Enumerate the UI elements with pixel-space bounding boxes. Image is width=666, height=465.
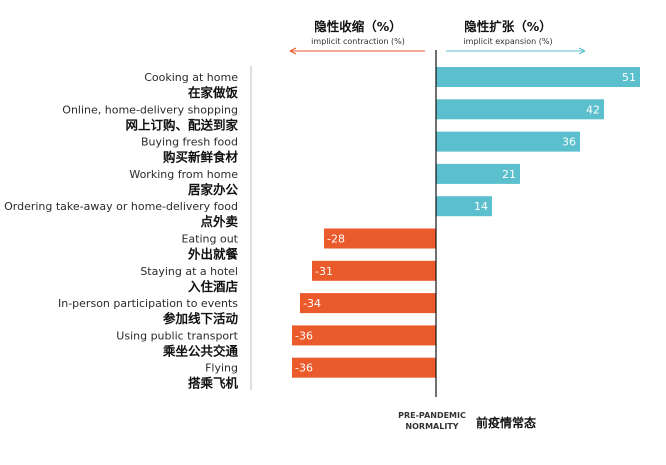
category-label-en-4: Working from home <box>129 168 238 181</box>
category-label-en-1: Cooking at home <box>144 71 238 84</box>
bar-3 <box>436 131 580 152</box>
category-label-zh-4: 居家办公 <box>188 182 239 197</box>
right-header-zh: 隐性扩张（%） <box>464 19 552 34</box>
bar-2 <box>436 99 604 120</box>
bar-9 <box>292 325 436 346</box>
category-label-zh-2: 网上订购、配送到家 <box>125 117 238 132</box>
bar-value-label-4: 21 <box>502 168 516 181</box>
bar-value-label-2: 42 <box>586 103 600 116</box>
category-label-en-6: Eating out <box>181 233 238 246</box>
bar-10 <box>292 357 436 378</box>
category-label-zh-6: 外出就餐 <box>187 247 239 262</box>
baseline-label-en-line1: PRE-PANDEMIC <box>398 411 466 420</box>
bar-value-label-9: -36 <box>295 329 313 342</box>
expansion-arrow <box>446 47 586 55</box>
category-label-en-9: Using public transport <box>116 329 238 342</box>
bar-value-label-10: -36 <box>295 362 313 375</box>
category-label-en-7: Staying at a hotel <box>140 265 238 278</box>
bar-value-label-1: 51 <box>622 71 636 84</box>
bar-value-label-3: 36 <box>562 136 576 149</box>
category-label-zh-5: 点外卖 <box>200 214 238 229</box>
left-header-en: implicit contraction (%) <box>311 37 405 46</box>
bar-8 <box>300 293 436 314</box>
bar-4 <box>436 163 520 184</box>
category-label-en-3: Buying fresh food <box>141 136 238 149</box>
category-label-zh-1: 在家做饭 <box>188 85 239 100</box>
category-label-zh-3: 购买新鲜食材 <box>163 150 239 165</box>
bar-value-label-8: -34 <box>303 297 321 310</box>
bar-value-label-7: -31 <box>315 265 333 278</box>
baseline-label-en-line2: NORMALITY <box>405 422 458 431</box>
left-header-zh: 隐性收缩（%） <box>314 19 402 34</box>
category-label-en-10: Flying <box>205 362 238 375</box>
bar-7 <box>312 260 436 281</box>
category-label-zh-7: 入住酒店 <box>188 279 239 294</box>
baseline-label-zh: 前疫情常态 <box>476 415 536 430</box>
category-label-zh-10: 搭乘飞机 <box>188 376 239 391</box>
bar-value-label-5: 14 <box>474 200 488 213</box>
bar-5 <box>436 196 492 217</box>
category-label-en-2: Online, home-delivery shopping <box>62 103 238 116</box>
category-label-zh-9: 乘坐公共交通 <box>162 343 239 358</box>
bar-6 <box>324 228 436 249</box>
bar-1 <box>436 67 640 87</box>
bars-group: 51 42 36 21 14 -28 -31 -34 -36 -36 <box>292 67 640 378</box>
category-label-en-8: In-person participation to events <box>58 297 238 310</box>
contraction-arrow <box>289 47 425 55</box>
bar-value-label-6: -28 <box>327 233 345 246</box>
right-header-en: implicit expansion (%) <box>463 37 552 46</box>
category-label-en-5: Ordering take-away or home-delivery food <box>4 200 238 213</box>
category-label-zh-8: 参加线下活动 <box>163 311 239 326</box>
